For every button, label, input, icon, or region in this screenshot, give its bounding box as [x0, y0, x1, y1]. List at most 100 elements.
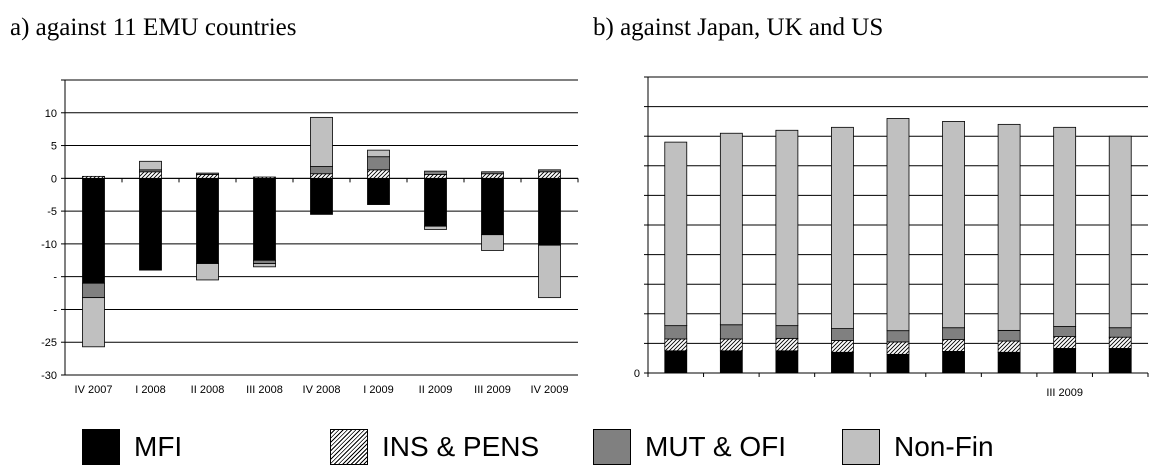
chart-1-bar-mfi: [664, 350, 688, 374]
chart-1-bar-non-fin: [997, 123, 1021, 331]
chart-1-bar-mfi: [719, 350, 743, 374]
chart-0-bar-mut-ofi: [481, 171, 504, 175]
chart-0-bar-non-fin: [310, 116, 333, 167]
chart-0-bar-mfi: [481, 177, 504, 236]
chart-1-bar-mfi: [886, 353, 910, 374]
chart-1-bar-mfi: [997, 351, 1021, 374]
chart-0-category-label: IV 2007: [75, 384, 113, 396]
chart-0-bar-ins-pens: [367, 169, 390, 179]
chart-0-bar-mfi: [253, 177, 276, 261]
chart-0-category-label: IV 2008: [303, 384, 341, 396]
chart-0-bar-mfi: [424, 177, 447, 227]
chart-0-bar-ins-pens: [538, 171, 561, 179]
chart-0-bar-mut-ofi: [196, 172, 219, 175]
chart-0-bar-mfi: [538, 177, 561, 246]
chart-0-bar-non-fin: [139, 160, 162, 171]
chart-0-ytick-label: -10: [41, 239, 57, 251]
chart-1-bar-ins-pens: [1108, 336, 1132, 349]
chart-0-bar-ins-pens: [82, 175, 105, 179]
legend-label-non-fin: Non-Fin: [894, 431, 994, 462]
legend-swatch-non-fin: [842, 429, 880, 465]
chart-0-bar-mfi: [139, 177, 162, 271]
chart-1-ytick-label: 0: [634, 368, 640, 380]
chart-1-bar-mfi: [1108, 348, 1132, 374]
chart-1-category-label: III 2009: [1046, 387, 1083, 399]
legend: MFI INS & PENS MUT & OFI Non-Fin: [0, 425, 1152, 465]
chart-0-bar-ins-pens: [253, 176, 276, 179]
chart-0-bar-ins-pens: [310, 173, 333, 179]
chart-0-category-label: I 2008: [135, 384, 166, 396]
chart-1-bar-ins-pens: [997, 340, 1021, 353]
chart-1-bar-mut-ofi: [1053, 326, 1077, 337]
chart-1-bar-mut-ofi: [664, 325, 688, 340]
chart-0-bar-ins-pens: [139, 171, 162, 179]
chart-1-bar-mut-ofi: [886, 330, 910, 343]
chart-1-bar-ins-pens: [942, 339, 965, 352]
chart-0-category-label: IV 2009: [531, 384, 569, 396]
chart-0-bar-mut-ofi: [538, 169, 561, 173]
chart-0-bar-non-fin: [82, 297, 105, 348]
chart-1-bar-mfi: [775, 350, 799, 374]
legend-label-mfi: MFI: [134, 431, 183, 462]
chart-0-category-label: II 2008: [191, 384, 225, 396]
chart-0-bar-non-fin: [481, 234, 504, 251]
chart-0-bar-non-fin: [424, 225, 447, 230]
chart-b-title: b) against Japan, UK and US: [593, 14, 884, 41]
chart-1-bar-non-fin: [831, 126, 854, 329]
chart-1-bar-non-fin: [886, 118, 910, 332]
chart-0-bar-ins-pens: [424, 173, 447, 179]
chart-0-ytick-label: 10: [45, 108, 57, 120]
chart-0-bar-mut-ofi: [424, 170, 447, 175]
chart-0-bar-mfi: [196, 177, 219, 264]
chart-1-bar-mfi: [1053, 348, 1077, 374]
chart-0-category-label: III 2008: [246, 384, 283, 396]
legend-swatch-mfi: [82, 429, 120, 465]
legend-label-mut-ofi: MUT & OFI: [645, 431, 787, 462]
chart-0-bar-ins-pens: [196, 173, 219, 179]
chart-0-bar-mfi: [82, 177, 105, 284]
chart-1-bar-ins-pens: [664, 338, 688, 352]
chart-0-category-label: II 2009: [419, 384, 453, 396]
chart-1-bar-ins-pens: [775, 337, 799, 352]
chart-0-ytick-label: -30: [41, 370, 57, 382]
chart-0-bar-mfi: [310, 177, 333, 215]
chart-0-ytick-label: -: [53, 304, 57, 316]
chart-0-bar-mut-ofi: [82, 282, 105, 299]
chart-1-bar-non-fin: [775, 129, 799, 327]
chart-1-bar-mut-ofi: [997, 329, 1021, 342]
chart-0-ytick-label: 5: [51, 141, 57, 153]
chart-1-bar-non-fin: [719, 132, 743, 326]
chart-0-category-label: III 2009: [474, 384, 511, 396]
chart-1-bar-non-fin: [1053, 126, 1077, 327]
chart-1-bar-mut-ofi: [831, 328, 854, 341]
chart-0-bar-non-fin: [196, 263, 219, 281]
chart-0-bar-non-fin: [367, 149, 390, 158]
chart-0-ytick-label: 0: [51, 173, 57, 185]
chart-0-bar-mut-ofi: [253, 259, 276, 264]
chart-1-bar-ins-pens: [886, 341, 910, 355]
legend-swatch-mut-ofi: [593, 429, 631, 465]
chart-0-bar-mut-ofi: [310, 166, 333, 175]
charts-canvas: -30 -25 - - -10 -5 0 5 10 IV 2007 I 2008 II 2008 III…: [41, 76, 1149, 399]
chart-1-bar-mfi: [831, 351, 854, 374]
chart-1-bar-mut-ofi: [942, 327, 965, 340]
chart-0-ytick-label: -25: [41, 337, 57, 349]
chart-0-bar-mut-ofi: [367, 156, 390, 171]
chart-0-bar-non-fin: [253, 263, 276, 268]
chart-1-bar-non-fin: [1108, 135, 1132, 329]
legend-swatch-ins-pens: [330, 429, 368, 465]
chart-1-bar-mut-ofi: [775, 325, 799, 339]
chart-1-bar-non-fin: [942, 121, 965, 329]
chart-1-bar-ins-pens: [1053, 336, 1077, 349]
chart-0-ytick-label: -5: [47, 206, 57, 218]
chart-0-bar-non-fin: [538, 244, 561, 299]
chart-1-bar-ins-pens: [831, 340, 854, 353]
chart-0-ytick-label: -: [53, 272, 57, 284]
legend-label-ins-pens: INS & PENS: [382, 431, 540, 462]
chart-1-bar-mut-ofi: [1108, 327, 1132, 338]
chart-1-bar-non-fin: [664, 141, 688, 327]
chart-1-bar-mfi: [942, 350, 965, 374]
chart-1-bar-mut-ofi: [719, 324, 743, 340]
chart-1-bar-ins-pens: [719, 338, 743, 352]
chart-a-title: a) against 11 EMU countries: [10, 14, 297, 41]
